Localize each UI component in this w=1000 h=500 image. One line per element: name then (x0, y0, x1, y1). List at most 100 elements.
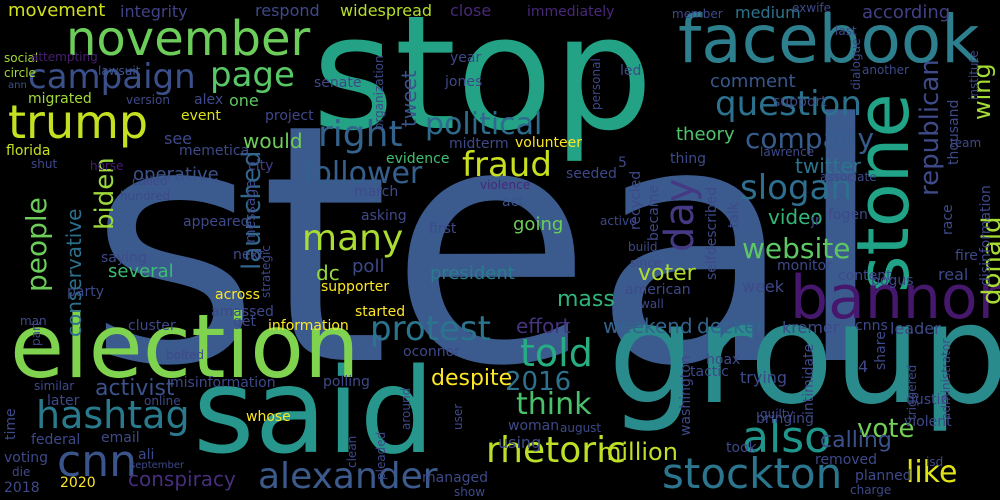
word-isd: isd (926, 455, 943, 469)
word-decker: decker (697, 314, 765, 338)
word-leader: leader (890, 319, 941, 338)
word-talk: talk (726, 201, 742, 228)
word-see: see (164, 129, 192, 148)
word-pleaded: pleaded (374, 432, 388, 480)
word-last: last (835, 24, 857, 38)
word-strategic: strategic (259, 245, 273, 298)
word-social: social (4, 51, 38, 65)
word-monitor: monitor (777, 258, 832, 274)
word-5: 5 (618, 155, 627, 171)
word-stockton: stockton (662, 449, 842, 498)
word-election: election (10, 295, 360, 398)
word-2020: 2020 (60, 475, 96, 491)
word-people: people (20, 197, 53, 292)
word-theory: theory (676, 124, 735, 145)
word-mass: mass (557, 287, 615, 312)
word-like: like (906, 455, 957, 490)
word-wall: wall (640, 297, 664, 311)
word-became: became (646, 185, 662, 241)
word-triggered: triggered (905, 365, 919, 420)
word-oconnor: oconnor (403, 344, 460, 360)
word-jones: jones (444, 74, 482, 90)
word-build: build (628, 240, 658, 254)
word-die: die (12, 465, 30, 479)
word-protest: protest (370, 309, 491, 349)
word-2016: 2016 (505, 367, 571, 397)
word-tweet: tweet (397, 70, 421, 127)
word-dialogue: dialogue (849, 38, 863, 90)
word-charge: charge (850, 483, 891, 497)
word-stone: stone (841, 93, 925, 293)
word-woman: woman (508, 418, 559, 434)
word-institute: institute (967, 50, 981, 100)
word-senate: senate (314, 75, 361, 91)
word-thousand: thousand (946, 100, 962, 165)
word-integrity: integrity (120, 2, 188, 21)
word-one: one (229, 91, 259, 110)
word-company: company (745, 122, 874, 155)
word-operative: operative (133, 164, 219, 185)
word-planned: planned (855, 468, 912, 484)
word-also: also (742, 412, 831, 463)
word-information: information (268, 318, 349, 334)
word-circle: circle (4, 66, 36, 80)
word-hoax: hoax (706, 352, 740, 368)
word-since: since (630, 256, 661, 270)
word-cnns: cnns (855, 318, 888, 334)
word-dc: dc (316, 261, 340, 285)
word-poll: poll (352, 256, 384, 277)
word-evidence: evidence (386, 151, 449, 167)
word-movement: movement (8, 0, 105, 21)
word-hashtag: hashtag (36, 393, 190, 437)
word-violence: violence (480, 178, 530, 192)
word-similar: similar (34, 379, 74, 393)
word-dustin: dustin (906, 392, 949, 408)
word-associate: associate (820, 170, 877, 184)
word-fraud: fraud (462, 145, 552, 185)
word-get: get (233, 314, 257, 330)
word-thing: thing (670, 151, 706, 167)
word-selfdescribed: selfdescribed (704, 187, 720, 280)
word-2018: 2018 (4, 480, 40, 496)
word-city: city (248, 158, 273, 174)
word-launched: launched (237, 151, 267, 270)
word-facebook: facebook (678, 1, 980, 78)
word-ali: ali (138, 447, 154, 463)
word-version: version (126, 93, 170, 107)
word-right: right (318, 114, 403, 155)
word-cnn: cnn (57, 436, 137, 487)
word-share: share (873, 331, 889, 370)
word-shut: shut (31, 157, 57, 171)
word-administrator: administrator (939, 339, 953, 420)
word-september: september (130, 460, 185, 471)
word-follower: follower (303, 156, 423, 191)
word-would: would (243, 129, 303, 153)
word-weekend: weekend (603, 314, 693, 338)
word-exwife: exwife (792, 1, 831, 15)
word-next: next (233, 247, 265, 263)
word-act: act (502, 194, 524, 210)
word-ann: ann (8, 80, 27, 91)
word-alexander: alexander (258, 456, 438, 497)
word-team: team (950, 136, 981, 150)
word-later: later (47, 393, 80, 409)
word-guilty: guilty (760, 407, 794, 421)
word-kremer: kremer (782, 318, 840, 337)
word-conspiracy: conspiracy (128, 467, 236, 491)
word-bolted: bolted (166, 348, 204, 362)
word-fogen: fogen (828, 207, 868, 223)
word-migrated: migrated (28, 91, 92, 107)
word-american: american (625, 282, 691, 298)
word-close: close (450, 1, 491, 20)
word-disinformation: disinformation (978, 185, 994, 286)
word-started: started (355, 304, 405, 320)
word-real: real (938, 265, 968, 284)
word-led: led (620, 63, 641, 79)
word-alex: alex (194, 92, 223, 108)
word-hundred: hundred (120, 189, 170, 203)
word-going: going (513, 214, 563, 235)
word-removed: removed (815, 452, 877, 468)
word-vote: vote (857, 414, 914, 444)
word-user: user (451, 404, 465, 430)
